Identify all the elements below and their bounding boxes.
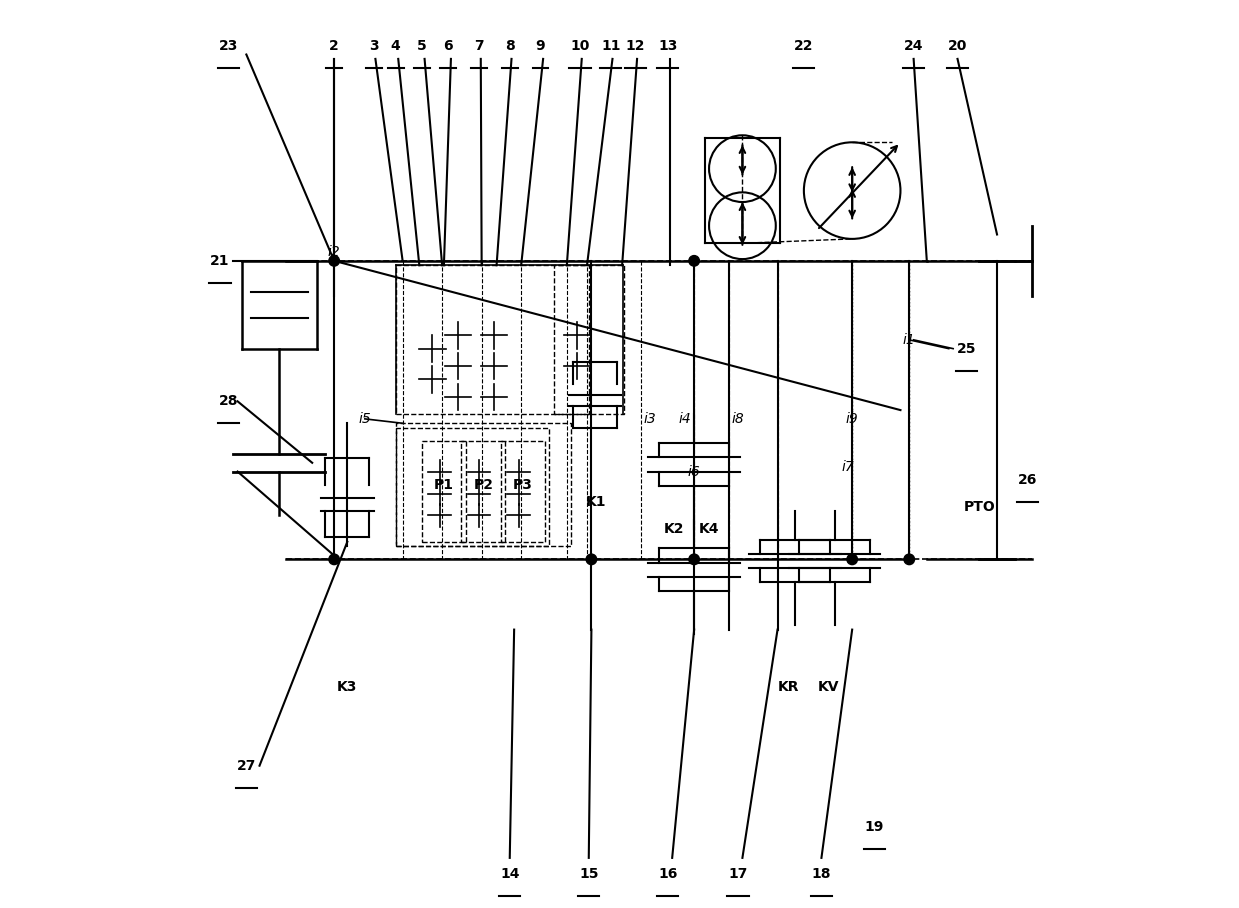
Text: 3: 3 — [369, 39, 378, 53]
Circle shape — [586, 554, 597, 565]
Text: 10: 10 — [570, 39, 590, 53]
Circle shape — [904, 554, 914, 565]
Text: 6: 6 — [444, 39, 453, 53]
Text: 14: 14 — [501, 866, 519, 881]
Circle shape — [847, 554, 857, 565]
Text: 20: 20 — [948, 39, 968, 53]
Text: 5: 5 — [418, 39, 426, 53]
Text: K3: K3 — [337, 680, 358, 694]
Text: 9: 9 — [535, 39, 545, 53]
Circle shape — [689, 255, 699, 266]
Circle shape — [689, 554, 699, 565]
Text: i3: i3 — [644, 412, 657, 426]
Text: PTO: PTO — [964, 499, 995, 514]
Circle shape — [328, 255, 339, 266]
Bar — [395, 428, 549, 547]
Text: 22: 22 — [794, 39, 814, 53]
Bar — [501, 440, 545, 542]
Text: 19: 19 — [865, 820, 883, 834]
Text: i4: i4 — [679, 412, 691, 426]
Text: i6: i6 — [688, 465, 700, 479]
Text: i2: i2 — [328, 245, 341, 259]
Text: i9: i9 — [846, 412, 859, 426]
Text: 28: 28 — [219, 394, 239, 409]
Bar — [461, 440, 506, 542]
Text: 4: 4 — [390, 39, 400, 53]
Text: 27: 27 — [237, 759, 256, 773]
Circle shape — [328, 554, 339, 565]
Text: i8: i8 — [732, 412, 745, 426]
Text: 7: 7 — [475, 39, 484, 53]
Bar — [395, 423, 571, 547]
Text: i7: i7 — [841, 460, 854, 474]
Text: 16: 16 — [658, 866, 678, 881]
Text: KR: KR — [778, 680, 799, 694]
Text: P1: P1 — [434, 478, 453, 492]
Text: 15: 15 — [579, 866, 598, 881]
Text: 8: 8 — [504, 39, 514, 53]
Text: 13: 13 — [658, 39, 678, 53]
Text: 24: 24 — [904, 39, 923, 53]
Text: 12: 12 — [626, 39, 646, 53]
Text: 21: 21 — [211, 254, 229, 268]
Text: 25: 25 — [957, 341, 976, 356]
Text: 26: 26 — [1018, 473, 1037, 488]
Text: K4: K4 — [699, 521, 720, 536]
Text: i1: i1 — [903, 333, 916, 347]
Text: K2: K2 — [664, 521, 684, 536]
Text: i5: i5 — [358, 412, 372, 426]
Bar — [554, 265, 624, 414]
Text: 11: 11 — [601, 39, 621, 53]
Text: KV: KV — [818, 680, 839, 694]
Text: 18: 18 — [812, 866, 831, 881]
Text: 2: 2 — [330, 39, 339, 53]
Bar — [395, 265, 589, 414]
Text: 23: 23 — [219, 39, 238, 53]
Text: 17: 17 — [729, 866, 747, 881]
Bar — [422, 440, 466, 542]
Text: K1: K1 — [586, 495, 606, 509]
Text: P2: P2 — [473, 478, 493, 492]
Text: P3: P3 — [513, 478, 533, 492]
